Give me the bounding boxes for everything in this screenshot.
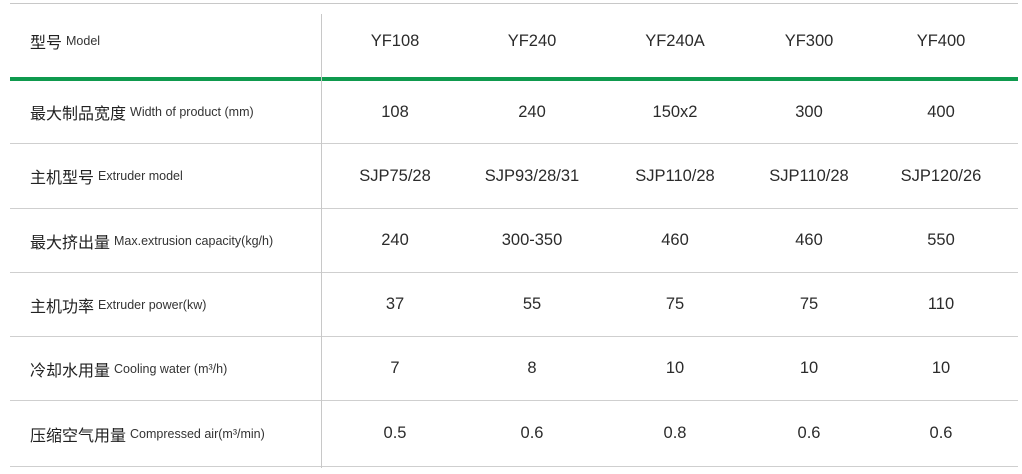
row-label-en: Compressed air(m³/min) bbox=[130, 426, 265, 441]
row-label-en: Max.extrusion capacity(kg/h) bbox=[114, 233, 274, 248]
row-label-cell: 主机功率 Extruder power(kw) bbox=[10, 273, 322, 336]
table-cell: 55 bbox=[522, 295, 542, 313]
row-label-cn: 冷却水用量 bbox=[30, 362, 111, 380]
table-row-width: 最大制品宽度 Width of product (mm) 108 240 150… bbox=[10, 81, 1018, 144]
row-label-en: Extruder model bbox=[98, 169, 183, 183]
row-label-cn: 主机型号 bbox=[30, 170, 95, 187]
table-cell: 0.6 bbox=[520, 424, 544, 442]
table-row-cooling-water: 冷却水用量 Cooling water (m³/h) 7 8 10 10 10 bbox=[10, 337, 1018, 401]
table-cell: 75 bbox=[799, 295, 819, 313]
table-cell: 108 bbox=[381, 102, 409, 121]
table-cell: SJP120/26 bbox=[900, 166, 982, 185]
table-cell: 400 bbox=[927, 102, 955, 121]
table-cell: 300-350 bbox=[501, 231, 563, 249]
row-label-cn: 主机功率 bbox=[30, 298, 95, 316]
table-cell: 240 bbox=[518, 102, 546, 121]
table-cell: 460 bbox=[795, 231, 823, 249]
table-cell: 550 bbox=[927, 231, 955, 249]
row-label-cn: 压缩空气用量 bbox=[30, 427, 127, 445]
model-header-yf240a: YF240A bbox=[645, 31, 705, 50]
header-label-en: Model bbox=[66, 34, 101, 48]
table-cell: 0.6 bbox=[929, 424, 953, 442]
model-header-yf300: YF300 bbox=[784, 31, 834, 50]
row-label-cell: 最大挤出量 Max.extrusion capacity(kg/h) bbox=[10, 209, 322, 272]
row-label-cn: 最大挤出量 bbox=[30, 234, 111, 252]
table-row-compressed-air: 压缩空气用量 Compressed air(m³/min) 0.5 0.6 0.… bbox=[10, 401, 1018, 467]
table-cell: SJP110/28 bbox=[635, 166, 715, 185]
table-cell: 240 bbox=[381, 231, 409, 249]
spec-table: 型号 Model YF108 YF240 YF240A YF300 YF400 … bbox=[10, 3, 1018, 468]
table-cell: SJP75/28 bbox=[359, 166, 431, 185]
table-cell: SJP93/28/31 bbox=[484, 166, 580, 185]
model-header-yf400: YF400 bbox=[916, 31, 966, 50]
model-header-yf108: YF108 bbox=[370, 31, 420, 50]
table-cell: 10 bbox=[931, 359, 951, 377]
table-header-row: 型号 Model YF108 YF240 YF240A YF300 YF400 bbox=[10, 3, 1018, 78]
table-cell: 8 bbox=[527, 359, 537, 377]
row-label-cell: 主机型号 Extruder model bbox=[10, 144, 322, 208]
table-cell: 110 bbox=[927, 295, 955, 313]
model-header-yf240: YF240 bbox=[507, 31, 557, 50]
header-label-cell: 型号 Model bbox=[10, 4, 322, 78]
row-label-en: Cooling water (m³/h) bbox=[114, 361, 228, 376]
row-label-en: Width of product (mm) bbox=[130, 105, 254, 119]
table-cell: 10 bbox=[665, 359, 685, 377]
table-cell: 300 bbox=[795, 102, 823, 121]
table-row-power: 主机功率 Extruder power(kw) 37 55 75 75 110 bbox=[10, 273, 1018, 337]
row-label-cell: 压缩空气用量 Compressed air(m³/min) bbox=[10, 401, 322, 466]
column-divider bbox=[321, 14, 322, 468]
table-cell: 7 bbox=[390, 359, 400, 377]
row-label-en: Extruder power(kw) bbox=[98, 297, 207, 312]
table-cell: 75 bbox=[665, 295, 685, 313]
table-cell: 0.6 bbox=[797, 424, 821, 442]
table-cell: 10 bbox=[799, 359, 819, 377]
table-cell: 0.8 bbox=[663, 424, 687, 442]
row-label-cell: 最大制品宽度 Width of product (mm) bbox=[10, 81, 322, 143]
table-cell: 460 bbox=[661, 231, 689, 249]
header-label-cn: 型号 bbox=[30, 35, 63, 52]
table-row-extruder-model: 主机型号 Extruder model SJP75/28 SJP93/28/31… bbox=[10, 144, 1018, 209]
header-accent-line bbox=[10, 77, 1018, 81]
table-cell: SJP110/28 bbox=[769, 166, 849, 185]
table-row-capacity: 最大挤出量 Max.extrusion capacity(kg/h) 240 3… bbox=[10, 209, 1018, 273]
table-cell: 0.5 bbox=[383, 424, 407, 442]
row-label-cn: 最大制品宽度 bbox=[30, 106, 127, 123]
table-cell: 150x2 bbox=[652, 102, 698, 121]
row-label-cell: 冷却水用量 Cooling water (m³/h) bbox=[10, 337, 322, 400]
table-cell: 37 bbox=[385, 295, 405, 313]
